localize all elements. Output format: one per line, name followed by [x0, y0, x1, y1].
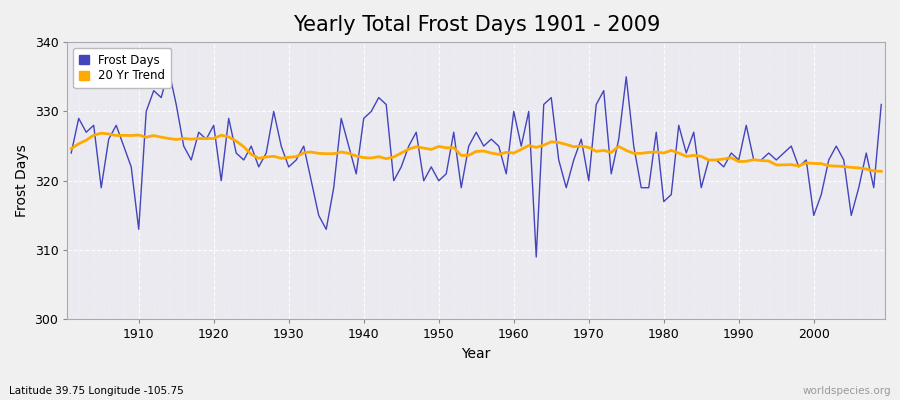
20 Yr Trend — [95, 131, 106, 136]
Frost Days — [516, 144, 526, 148]
Frost Days — [343, 144, 354, 148]
20 Yr Trend — [516, 147, 526, 152]
X-axis label: Year: Year — [462, 347, 490, 361]
20 Yr Trend — [298, 150, 309, 155]
20 Yr Trend — [343, 151, 354, 156]
20 Yr Trend — [606, 150, 616, 155]
Frost Days — [876, 102, 886, 107]
Text: Latitude 39.75 Longitude -105.75: Latitude 39.75 Longitude -105.75 — [9, 386, 184, 396]
Frost Days — [66, 151, 77, 156]
Title: Yearly Total Frost Days 1901 - 2009: Yearly Total Frost Days 1901 - 2009 — [292, 15, 660, 35]
Frost Days — [126, 164, 137, 169]
Y-axis label: Frost Days: Frost Days — [15, 144, 29, 217]
Frost Days — [531, 255, 542, 260]
Frost Days — [508, 109, 519, 114]
Line: Frost Days: Frost Days — [71, 70, 881, 257]
Text: worldspecies.org: worldspecies.org — [803, 386, 891, 396]
20 Yr Trend — [133, 133, 144, 138]
Legend: Frost Days, 20 Yr Trend: Frost Days, 20 Yr Trend — [74, 48, 171, 88]
20 Yr Trend — [876, 169, 886, 174]
Frost Days — [613, 137, 624, 142]
20 Yr Trend — [66, 146, 77, 151]
Frost Days — [163, 68, 174, 72]
20 Yr Trend — [508, 151, 519, 156]
Line: 20 Yr Trend: 20 Yr Trend — [71, 133, 881, 171]
Frost Days — [298, 144, 309, 148]
